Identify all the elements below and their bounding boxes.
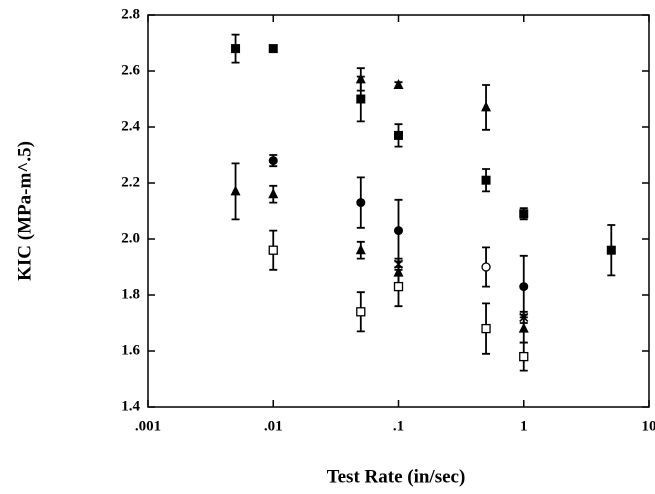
point [481, 262, 491, 272]
point [519, 312, 529, 322]
point [393, 259, 404, 269]
y-axis-title: KIC (MPa-m^.5) [14, 141, 35, 281]
point [355, 73, 366, 84]
y-tick-label: 2.2 [121, 174, 140, 190]
point [231, 44, 241, 54]
point [356, 94, 366, 104]
x-tick-label: .001 [135, 418, 161, 434]
point [394, 226, 403, 236]
point [519, 282, 529, 292]
x-tick-label: .01 [264, 418, 283, 434]
point [394, 130, 403, 140]
y-tick-label: 1.8 [121, 286, 140, 302]
point [268, 188, 279, 199]
point [481, 101, 492, 112]
y-tick-label: 1.4 [121, 398, 140, 414]
point [481, 175, 491, 185]
y-tick-label: 2.6 [121, 62, 140, 78]
y-tick-label: 2.4 [121, 118, 140, 134]
point [606, 245, 616, 255]
x-tick-label: 10 [642, 418, 655, 434]
point [230, 185, 241, 196]
point [519, 351, 529, 362]
x-tick-label: 1 [520, 418, 528, 434]
point [268, 156, 278, 166]
x-tick-label: .1 [393, 418, 404, 434]
point [481, 323, 491, 334]
point [268, 44, 278, 54]
point [393, 281, 404, 292]
point [355, 244, 366, 255]
point [519, 209, 529, 219]
y-tick-label: 1.6 [121, 342, 140, 358]
y-tick-label: 2.8 [121, 6, 140, 22]
point [268, 245, 278, 255]
x-axis-title: Test Rate (in/sec) [327, 466, 466, 487]
point [356, 307, 366, 317]
point [356, 198, 366, 208]
point [393, 79, 404, 89]
point [518, 322, 529, 333]
y-tick-label: 2.0 [121, 230, 140, 246]
